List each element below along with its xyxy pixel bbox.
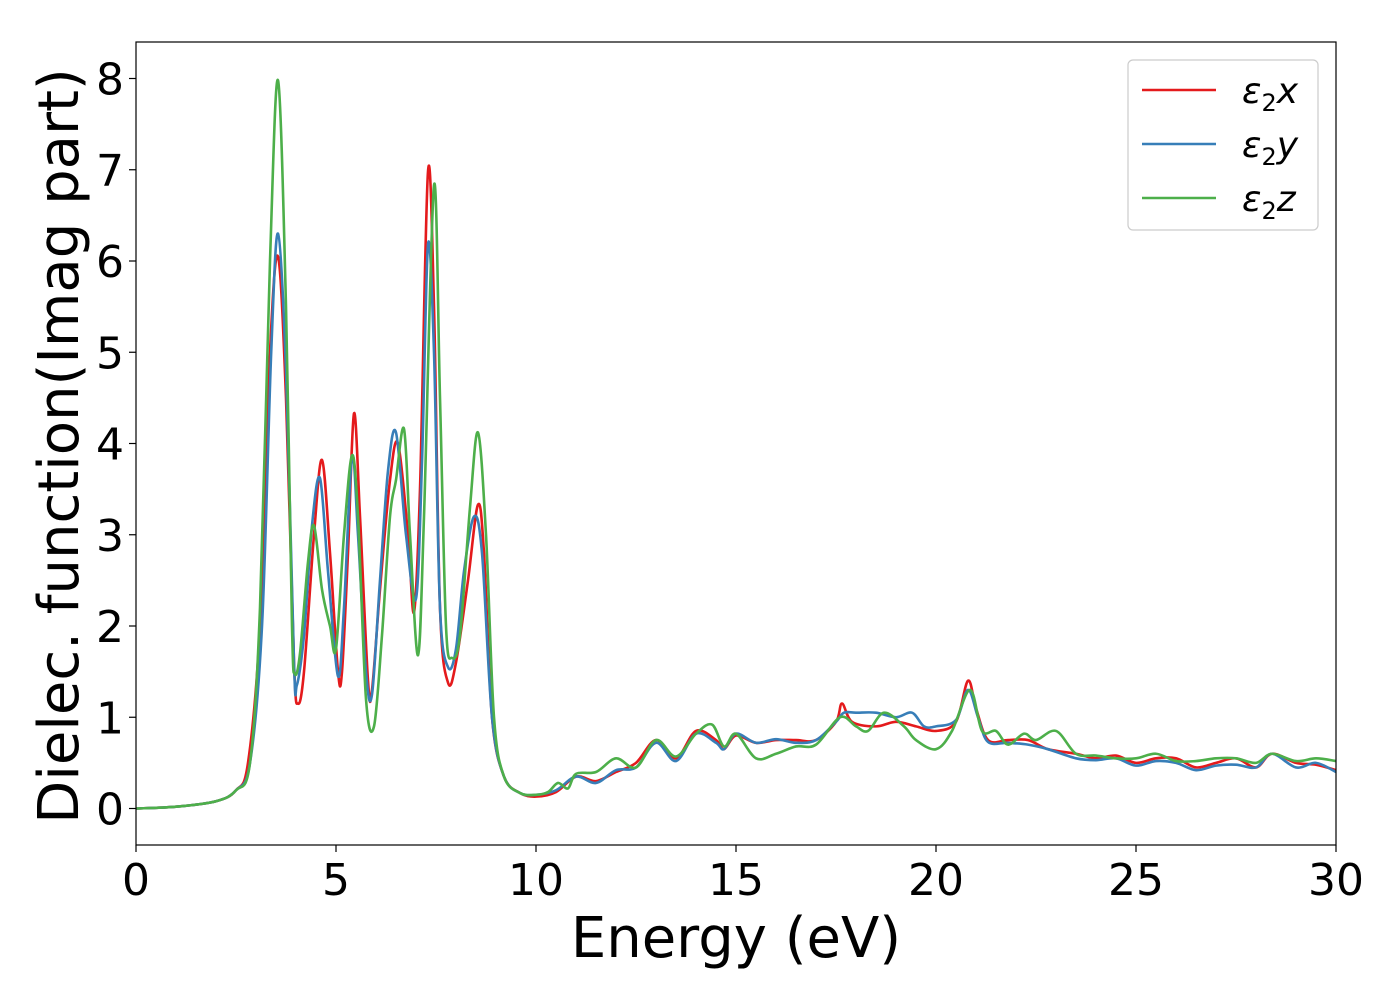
- y-axis-label: Dielec. function(Imag part): [27, 68, 92, 824]
- x-tick-label: 15: [708, 855, 764, 906]
- series-line-z: [135, 78, 1337, 810]
- legend-label: ε2x: [1242, 71, 1299, 117]
- series-layer: [135, 78, 1337, 810]
- x-axis-label: Energy (eV): [571, 906, 901, 971]
- legend-label: ε2z: [1242, 179, 1297, 225]
- y-tick-label: 5: [96, 328, 124, 379]
- y-tick-label: 2: [96, 602, 124, 653]
- y-tick-label: 8: [96, 55, 124, 106]
- legend-box: [1127, 59, 1319, 231]
- x-tick-label: 25: [1108, 855, 1164, 906]
- x-tick-label: 20: [908, 855, 964, 906]
- y-tick-label: 3: [96, 511, 124, 562]
- y-tick-label: 4: [96, 420, 124, 471]
- y-tick-label: 7: [96, 146, 124, 197]
- y-tick-label: 0: [96, 785, 124, 836]
- ticks: 0 5 10 15 20 25 30 0 1 2 3 4 5 6 7 8: [96, 55, 1364, 907]
- legend-label: ε2y: [1242, 125, 1299, 171]
- y-tick-label: 6: [96, 237, 124, 288]
- x-tick-label: 10: [508, 855, 564, 906]
- x-tick-label: 5: [322, 855, 350, 906]
- x-tick-label: 30: [1308, 855, 1364, 906]
- legend: ε2x ε2y ε2z: [1127, 59, 1319, 231]
- y-tick-label: 1: [96, 693, 124, 744]
- x-tick-label: 0: [122, 855, 150, 906]
